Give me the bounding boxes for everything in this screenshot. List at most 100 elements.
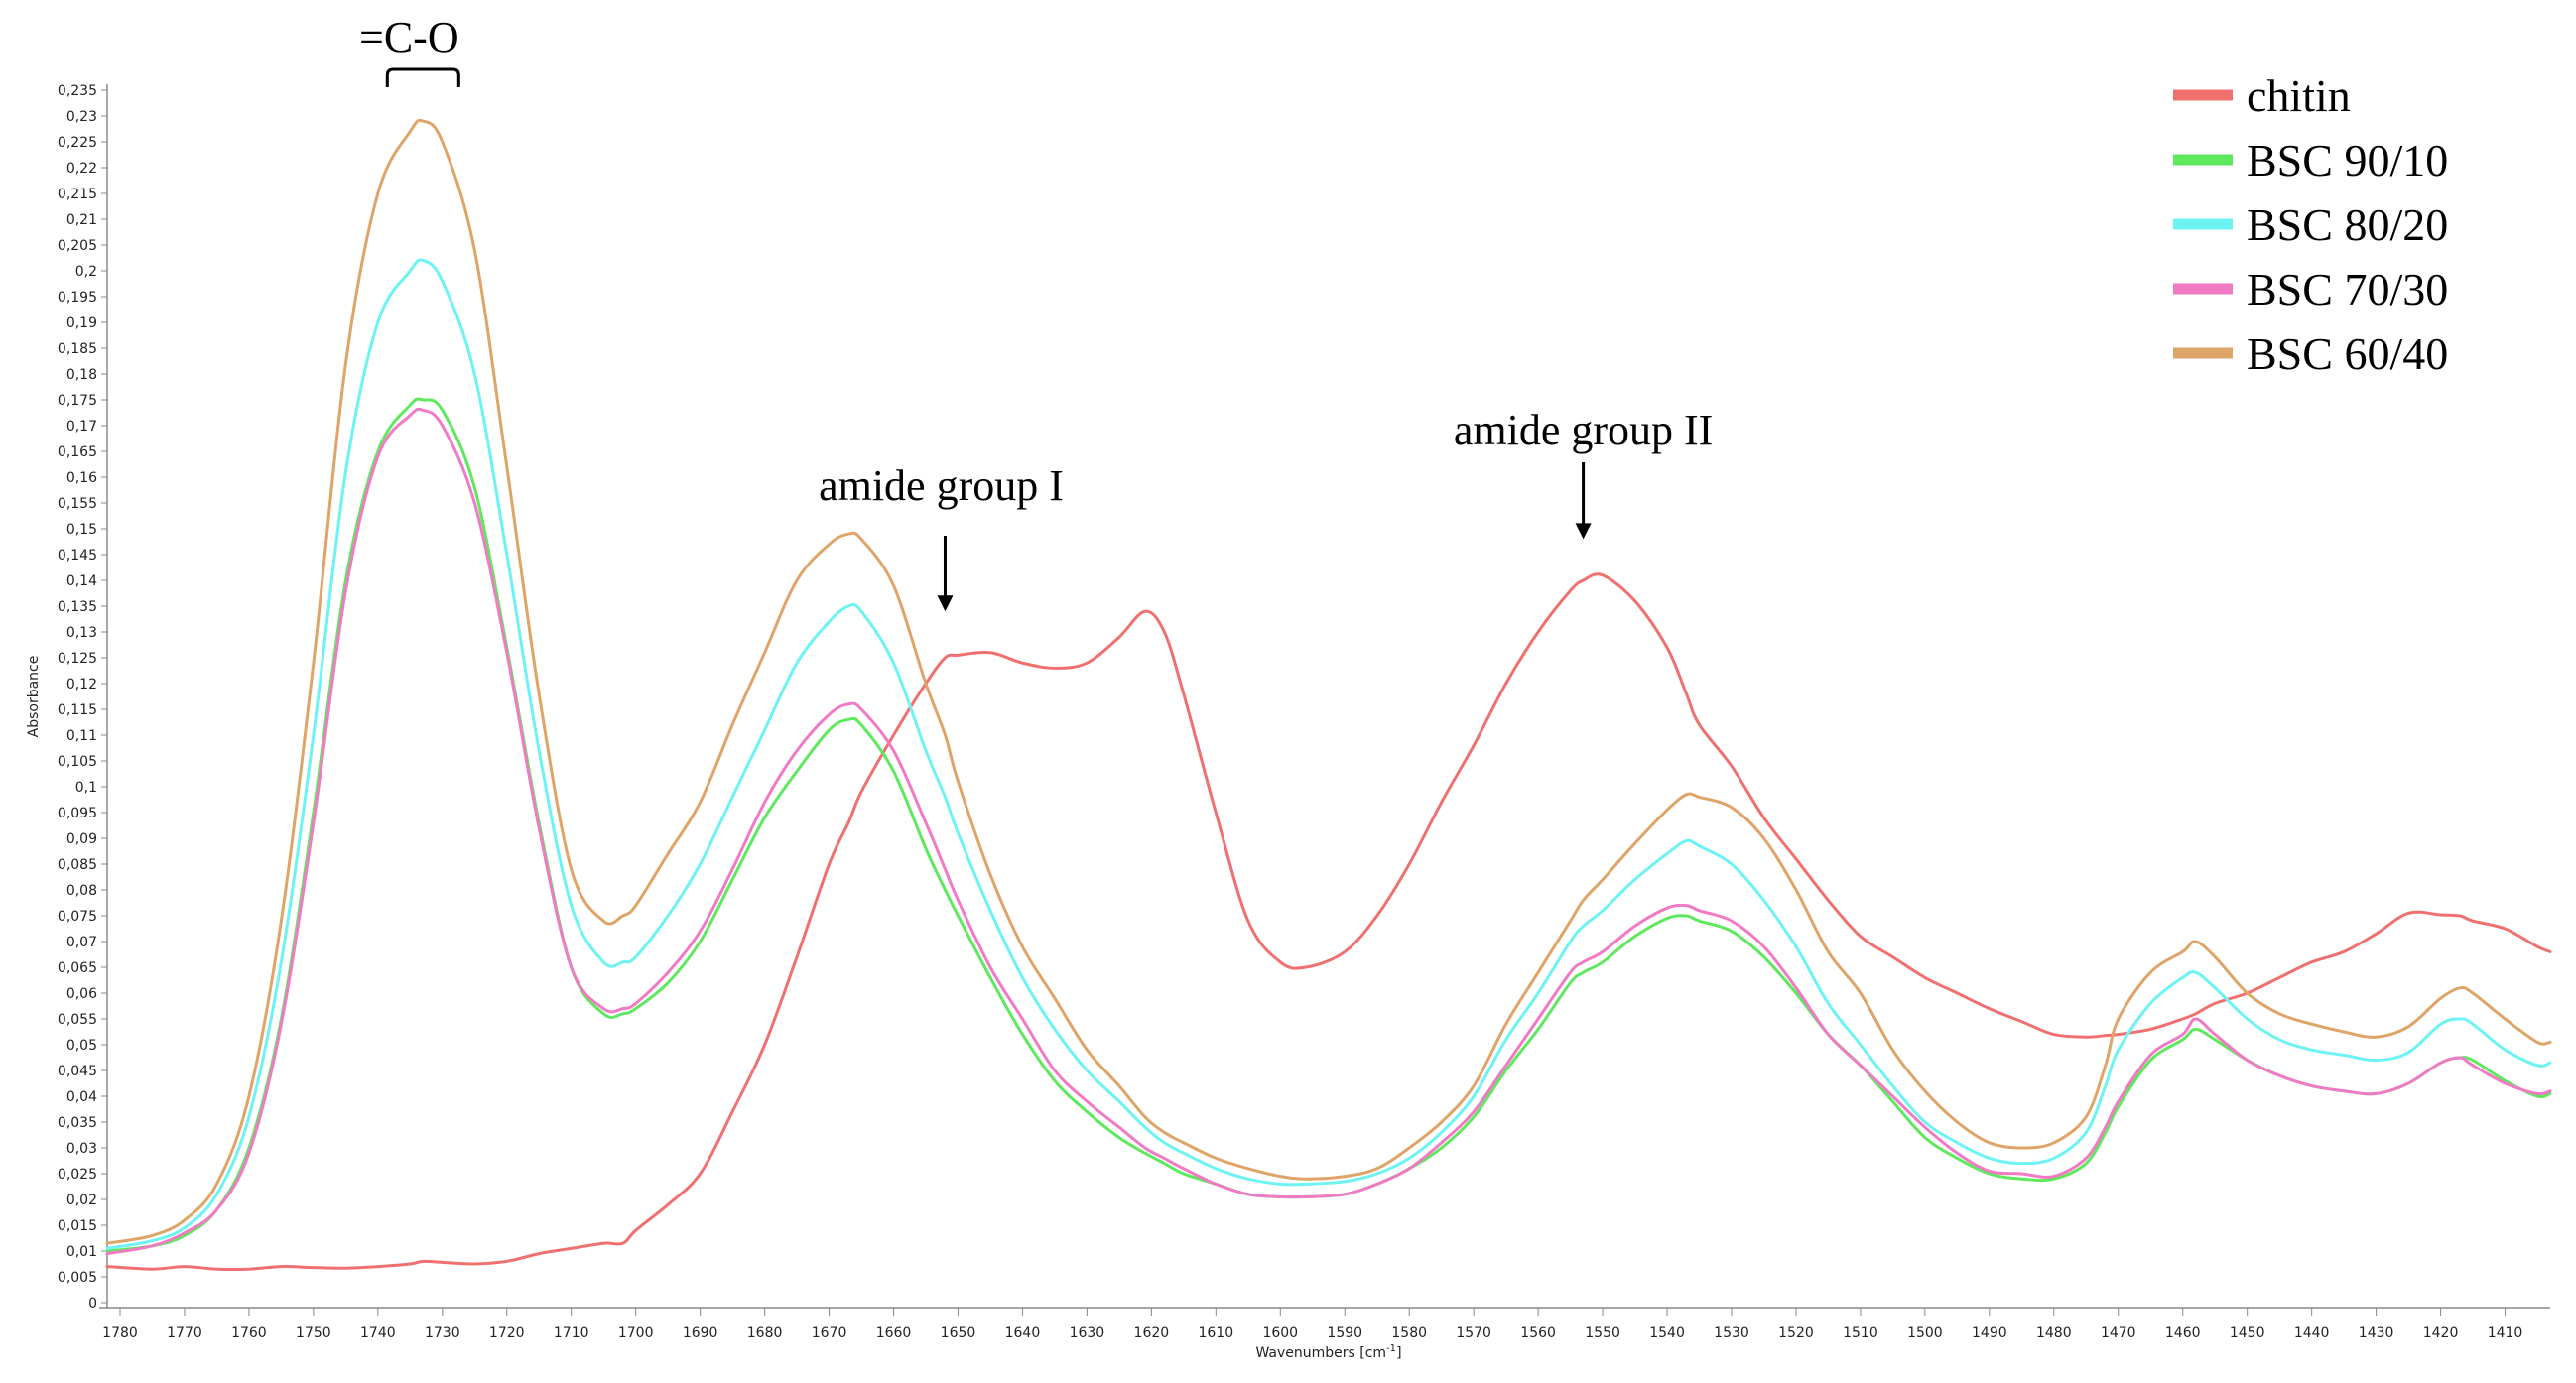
- x-tick-label: 1520: [1778, 1325, 1814, 1341]
- x-tick-label: 1690: [683, 1325, 718, 1341]
- y-tick-label: 0,065: [58, 960, 97, 976]
- annotation-amide-group-1-arrowhead: [937, 595, 954, 612]
- x-tick-label: 1750: [296, 1325, 331, 1341]
- x-tick-label: 1740: [360, 1325, 396, 1341]
- x-tick-label: 1460: [2165, 1325, 2201, 1341]
- x-tick-label: 1620: [1134, 1325, 1170, 1341]
- x-tick-label: 1510: [1843, 1325, 1878, 1341]
- annotation-amide-group-1: amide group I: [819, 461, 1064, 510]
- x-tick-label: 1770: [167, 1325, 202, 1341]
- y-tick-label: 0,04: [66, 1089, 97, 1105]
- x-tick-label: 1420: [2423, 1325, 2459, 1341]
- x-tick-label: 1680: [747, 1325, 783, 1341]
- y-tick-label: 0,13: [66, 625, 97, 641]
- series-line-bsc-60-40: [105, 118, 2552, 1245]
- x-tick-label: 1630: [1070, 1325, 1105, 1341]
- x-tick-label: 1780: [102, 1325, 138, 1341]
- y-tick-label: 0,055: [58, 1012, 97, 1028]
- x-tick-label: 1640: [1005, 1325, 1041, 1341]
- x-tick-label: 1730: [425, 1325, 460, 1341]
- y-tick-label: 0,075: [58, 909, 97, 925]
- annotation-c-o-bracket: [385, 67, 460, 87]
- y-tick-label: 0,225: [58, 135, 97, 151]
- y-tick-label: 0,195: [58, 290, 97, 306]
- y-tick-label: 0,21: [66, 212, 97, 228]
- series-line-chitin: [105, 572, 2552, 1271]
- x-tick-label: 1720: [489, 1325, 525, 1341]
- x-axis-ticks: 1780 1770 1760 1750 1740 1730 1720 1710 1700 1690…: [102, 1308, 2522, 1341]
- plot-area: 0 0,005 0,01 0,015 0,02 0,025 0,03 0,035 0,04 0,0…: [58, 83, 2552, 1341]
- annotation-amide-group-2: amide group II: [1454, 406, 1713, 454]
- legend-label-chitin: chitin: [2247, 70, 2351, 121]
- y-tick-label: 0,115: [58, 702, 97, 718]
- y-tick-label: 0,215: [58, 187, 97, 202]
- series-line-bsc-90-10: [105, 397, 2552, 1253]
- y-tick-label: 0,14: [66, 573, 97, 589]
- y-tick-label: 0,15: [66, 522, 97, 538]
- annotation-c-o: =C-O: [359, 13, 459, 62]
- y-tick-label: 0,165: [58, 444, 97, 460]
- y-tick-label: 0,19: [66, 315, 97, 331]
- series-layer: [105, 118, 2552, 1271]
- y-tick-label: 0,2: [75, 264, 97, 280]
- x-tick-label: 1450: [2230, 1325, 2265, 1341]
- y-tick-label: 0,1: [75, 780, 97, 796]
- x-tick-label: 1590: [1327, 1325, 1362, 1341]
- y-tick-label: 0: [88, 1296, 97, 1312]
- legend-label-bsc-80-20: BSC 80/20: [2247, 199, 2448, 250]
- x-tick-label: 1410: [2488, 1325, 2523, 1341]
- x-tick-label: 1660: [876, 1325, 912, 1341]
- legend: chitin BSC 90/10 BSC 80/20 BSC 70/30 BSC 60/…: [2173, 70, 2448, 379]
- x-tick-label: 1550: [1585, 1325, 1620, 1341]
- x-tick-label: 1530: [1714, 1325, 1749, 1341]
- y-tick-label: 0,05: [66, 1038, 97, 1054]
- annotations: =C-O amide group I amide group II: [359, 13, 1713, 612]
- x-tick-label: 1670: [812, 1325, 847, 1341]
- x-tick-label: 1710: [554, 1325, 589, 1341]
- y-tick-label: 0,015: [58, 1218, 97, 1234]
- y-tick-label: 0,125: [58, 651, 97, 667]
- y-tick-label: 0,045: [58, 1064, 97, 1079]
- y-tick-label: 0,025: [58, 1167, 97, 1183]
- y-tick-label: 0,16: [66, 470, 97, 486]
- y-tick-label: 0,22: [66, 161, 97, 177]
- y-tick-label: 0,155: [58, 496, 97, 512]
- y-tick-label: 0,085: [58, 857, 97, 873]
- legend-label-bsc-90-10: BSC 90/10: [2247, 135, 2448, 186]
- y-tick-label: 0,09: [66, 831, 97, 847]
- x-axis-title-exponent: -1: [1386, 1343, 1396, 1354]
- y-tick-label: 0,005: [58, 1270, 97, 1286]
- y-tick-label: 0,185: [58, 341, 97, 357]
- legend-label-bsc-70-30: BSC 70/30: [2247, 264, 2448, 314]
- y-axis-ticks: 0 0,005 0,01 0,015 0,02 0,025 0,03 0,035 0,04 0,0…: [58, 83, 107, 1312]
- y-tick-label: 0,07: [66, 935, 97, 950]
- x-tick-label: 1540: [1649, 1325, 1685, 1341]
- annotation-amide-group-2-arrowhead: [1575, 523, 1592, 540]
- y-tick-label: 0,095: [58, 806, 97, 821]
- x-tick-label: 1470: [2101, 1325, 2136, 1341]
- y-tick-label: 0,06: [66, 986, 97, 1002]
- x-tick-label: 1500: [1907, 1325, 1943, 1341]
- x-tick-label: 1440: [2294, 1325, 2330, 1341]
- y-tick-label: 0,23: [66, 109, 97, 125]
- legend-label-bsc-60-40: BSC 60/40: [2247, 328, 2448, 379]
- y-tick-label: 0,105: [58, 754, 97, 770]
- y-tick-label: 0,175: [58, 393, 97, 409]
- y-tick-label: 0,135: [58, 599, 97, 615]
- y-tick-label: 0,12: [66, 677, 97, 692]
- x-tick-label: 1610: [1198, 1325, 1233, 1341]
- series-line-bsc-70-30: [105, 407, 2552, 1256]
- y-tick-label: 0,205: [58, 238, 97, 254]
- y-tick-label: 0,17: [66, 419, 97, 435]
- y-tick-label: 0,235: [58, 83, 97, 99]
- x-tick-label: 1560: [1520, 1325, 1556, 1341]
- x-tick-label: 1700: [618, 1325, 654, 1341]
- y-tick-label: 0,01: [66, 1244, 97, 1260]
- y-tick-label: 0,02: [66, 1193, 97, 1208]
- x-tick-label: 1600: [1262, 1325, 1298, 1341]
- y-tick-label: 0,03: [66, 1141, 97, 1157]
- x-tick-label: 1760: [231, 1325, 267, 1341]
- x-tick-label: 1430: [2359, 1325, 2394, 1341]
- y-tick-label: 0,08: [66, 883, 97, 899]
